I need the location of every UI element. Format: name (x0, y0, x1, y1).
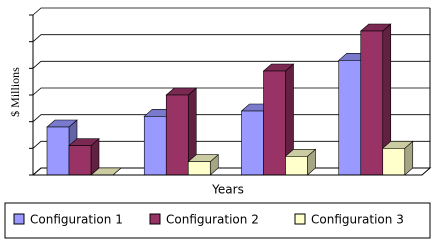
grid-line (32, 87, 430, 96)
bar (187, 161, 211, 176)
bar (263, 70, 286, 176)
bar (285, 156, 308, 176)
legend-label: Configuration 3 (311, 213, 404, 227)
bar (46, 126, 70, 176)
bar (338, 60, 362, 176)
y-axis-label: $ Millions (8, 67, 22, 117)
legend-label: Configuration 1 (30, 213, 123, 227)
grid-line (32, 34, 430, 42)
legend-swatch (13, 213, 25, 225)
legend-label: Configuration 2 (166, 213, 259, 227)
x-axis-label: Years (211, 183, 244, 197)
bar (68, 145, 92, 176)
grid-line (32, 60, 430, 69)
grid-line (32, 140, 430, 149)
bar (165, 94, 189, 176)
bar (360, 30, 384, 176)
bar (382, 148, 406, 176)
legend-swatch (149, 213, 161, 225)
legend-box (4, 202, 431, 239)
bar (143, 116, 167, 176)
grid-line (32, 114, 430, 122)
bar (241, 110, 264, 176)
grid-line (32, 7, 430, 16)
legend-swatch (294, 213, 306, 225)
